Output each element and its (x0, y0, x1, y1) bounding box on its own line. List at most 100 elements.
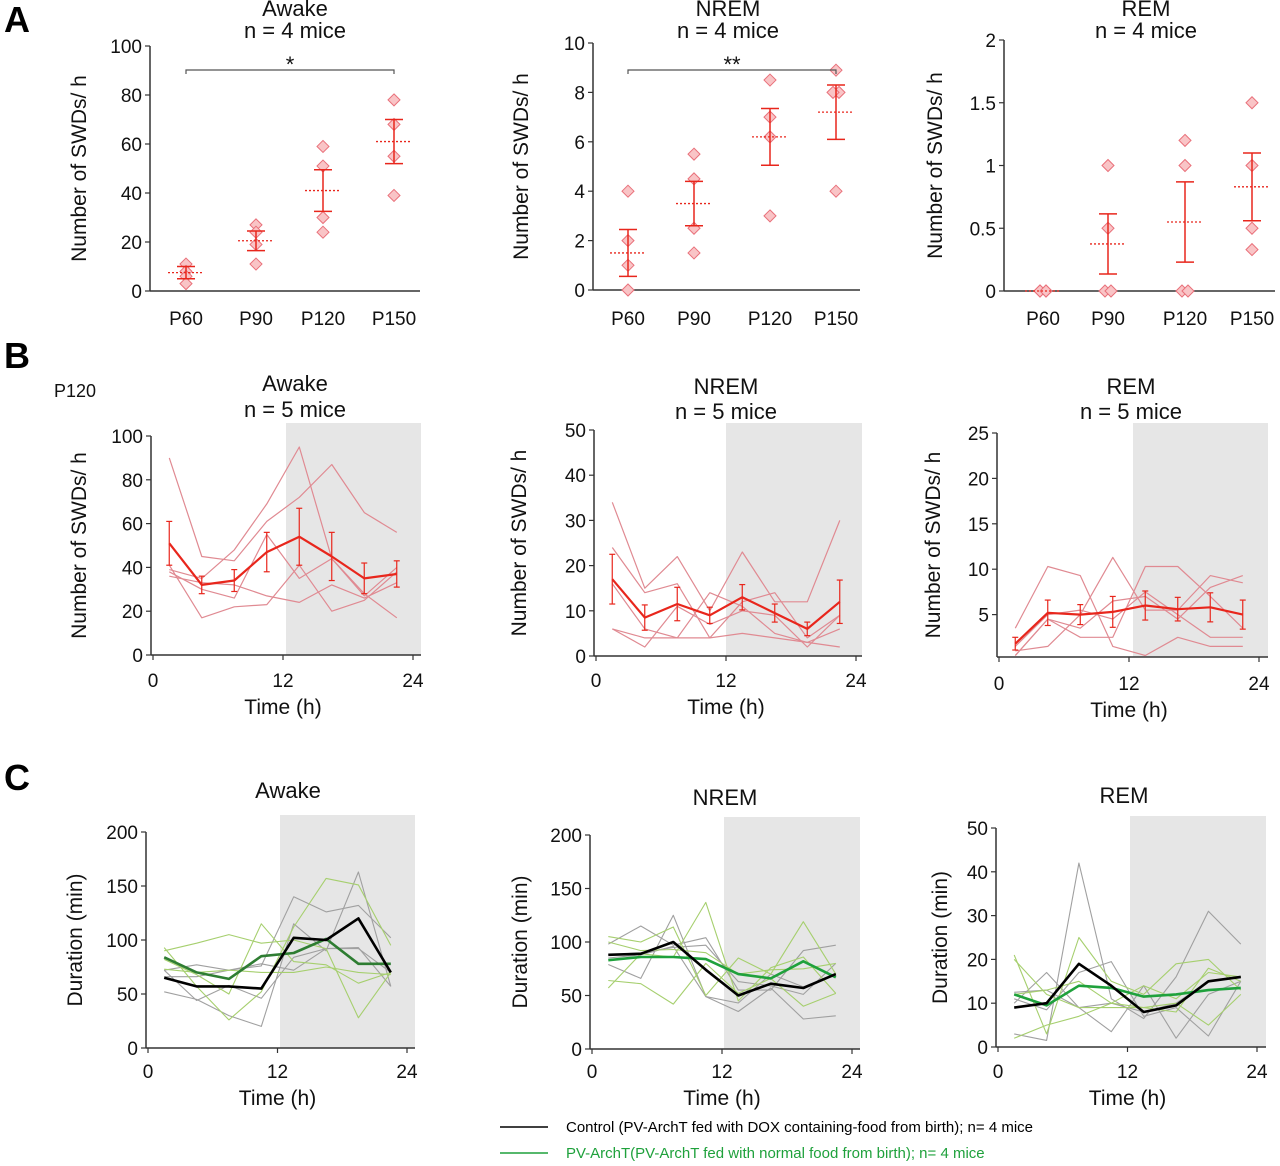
individual-mouse-line (169, 533, 398, 599)
panel-letter-a: A (4, 0, 30, 40)
chart-title: n = 4 mice (244, 18, 346, 43)
y-tick-label: 0 (575, 647, 586, 668)
data-point-diamond (1245, 221, 1259, 235)
y-tick-label: 100 (550, 933, 582, 954)
y-tick-label: 50 (565, 421, 586, 442)
control-individual-line (164, 871, 392, 1027)
data-point-diamond (1101, 158, 1115, 173)
data-point-diamond (316, 225, 330, 239)
archt-mean-line (1013, 984, 1241, 1007)
chart-c-awake: Awake 0 50 100 150 200 Duration (min) 0 12 24 Time… (64, 778, 418, 1110)
y-tick-label: 5 (978, 606, 989, 627)
y-tick-label: 50 (967, 819, 988, 840)
individual-mouse-line (1014, 565, 1243, 657)
y-tick-label: 150 (550, 880, 582, 901)
x-tick-label: 0 (143, 1062, 154, 1083)
y-tick-label: 30 (967, 907, 988, 928)
y-tick-label: 40 (565, 466, 586, 487)
chart-title: n = 4 mice (677, 18, 779, 43)
y-tick-label: 0 (127, 1039, 138, 1060)
control-individual-line (1014, 980, 1242, 1039)
y-tick-label: 60 (121, 135, 142, 156)
individual-mouse-line (611, 502, 841, 612)
y-tick-label: 20 (967, 950, 988, 971)
y-axis-label: Number of SWDs/ h (68, 75, 91, 262)
x-tick-label: 24 (396, 1062, 418, 1083)
chart-c-rem: REM 0 10 20 30 40 50 Duration (min) 0 12 24 Time (h… (929, 783, 1268, 1110)
x-tick-label: 12 (267, 1062, 288, 1083)
y-tick-label: 0 (571, 1040, 582, 1061)
chart-title: REM (1122, 0, 1171, 21)
chart-title: NREM (693, 785, 758, 810)
archt-mean-line (608, 955, 837, 980)
data-point-diamond (1178, 133, 1192, 148)
individual-mouse-line (169, 446, 398, 619)
chart-title: n = 5 mice (244, 397, 346, 422)
y-tick-label: 10 (565, 602, 586, 623)
y-tick-label: 20 (968, 469, 989, 490)
y-tick-label: 8 (574, 83, 585, 104)
data-point-diamond (179, 276, 193, 291)
y-axis-label: Number of SWDs/ h (922, 452, 945, 639)
x-tick-label: 12 (1117, 1062, 1138, 1083)
archt-individual-line (163, 923, 391, 995)
data-point-diamond (763, 209, 777, 223)
y-tick-label: 40 (967, 863, 988, 884)
data-point-diamond (829, 184, 843, 198)
mean-line (1014, 604, 1244, 645)
significance-bracket (185, 69, 395, 74)
x-tick-label: 0 (993, 1062, 1004, 1083)
data-point-diamond (687, 246, 701, 260)
x-axis-label: Time (h) (1089, 1087, 1166, 1110)
significance-label: * (286, 52, 295, 77)
data-point-diamond (1104, 284, 1118, 298)
x-category-label: P120 (301, 309, 345, 330)
y-tick-label: 10 (967, 994, 988, 1015)
mean-line (168, 535, 397, 587)
significance-label: ** (723, 52, 741, 77)
dark-period-shade (724, 817, 860, 1049)
control-mean-line (608, 940, 837, 997)
y-tick-label: 200 (106, 823, 138, 844)
control-mean-line (1014, 962, 1241, 1014)
y-axis-label: Number of SWDs/ h (510, 73, 533, 260)
y-tick-label: 10 (968, 560, 989, 581)
x-axis-label: Time (h) (683, 1087, 760, 1110)
y-tick-label: 100 (111, 427, 143, 448)
y-tick-label: 0 (574, 281, 585, 302)
data-point-diamond (687, 147, 701, 161)
chart-title: REM (1100, 783, 1149, 808)
data-point-diamond (1245, 96, 1259, 110)
archt-individual-line (608, 962, 837, 1007)
legend: Control (PV-ArchT fed with DOX containin… (500, 1119, 1033, 1162)
y-tick-label: 80 (121, 86, 142, 107)
y-tick-label: 150 (106, 877, 138, 898)
x-category-label: P150 (372, 309, 416, 330)
y-tick-label: 0.5 (970, 219, 996, 240)
x-tick-label: 12 (715, 671, 736, 692)
x-category-label: P60 (1026, 309, 1060, 330)
y-tick-label: 20 (122, 602, 143, 623)
chart-title: REM (1107, 374, 1156, 399)
data-point-diamond (1178, 158, 1192, 173)
chart-title: NREM (694, 374, 759, 399)
individual-mouse-line (1014, 565, 1244, 656)
archt-individual-line (1013, 936, 1242, 1035)
x-category-label: P60 (169, 309, 203, 330)
control-individual-line (164, 948, 392, 978)
chart-title: Awake (262, 371, 328, 396)
chart-title: n = 5 mice (1080, 399, 1182, 424)
chart-title: Awake (255, 778, 321, 803)
significance-bracket (627, 69, 837, 74)
x-tick-label: 0 (587, 1062, 598, 1083)
y-axis-label: Number of SWDs/ h (68, 452, 91, 639)
x-axis-label: Time (h) (244, 696, 321, 719)
legend-label-archt: PV-ArchT(PV-ArchT fed with normal food f… (566, 1145, 985, 1162)
y-axis-label: Number of SWDs/ h (508, 450, 531, 637)
x-axis-label: Time (h) (1090, 699, 1167, 722)
x-axis-label: Time (h) (687, 696, 764, 719)
y-tick-label: 40 (122, 558, 143, 579)
